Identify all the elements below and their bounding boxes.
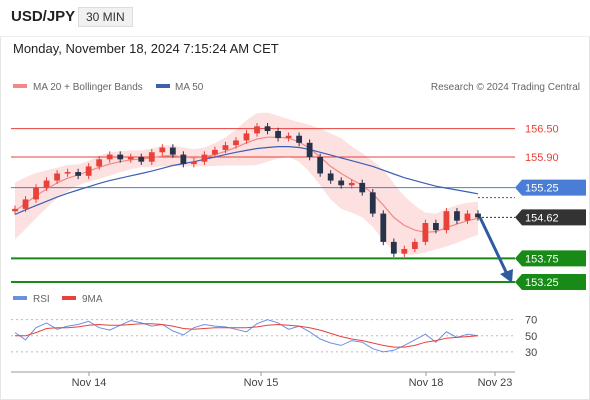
candle-body bbox=[75, 172, 82, 176]
candle-body bbox=[380, 213, 387, 242]
price-plot bbox=[11, 112, 515, 283]
timestamp: Monday, November 18, 2024 7:15:24 AM CET bbox=[13, 41, 279, 56]
candle-body bbox=[138, 156, 145, 162]
candle-body bbox=[64, 172, 71, 174]
candle-body bbox=[433, 223, 439, 231]
projection-arrow-head bbox=[500, 268, 513, 283]
level-tag-154.62 bbox=[515, 209, 586, 226]
level-label-156.50: 156.50 bbox=[525, 124, 559, 136]
candle-body bbox=[411, 241, 418, 249]
candle-body bbox=[464, 213, 471, 221]
candle-body bbox=[22, 199, 29, 209]
rsi-legend-swatch bbox=[13, 296, 27, 300]
candle-body bbox=[359, 182, 366, 193]
pair-title: USD/JPY bbox=[11, 8, 76, 25]
projection-arrow-shaft bbox=[478, 216, 509, 275]
candle-body bbox=[96, 159, 103, 167]
candle-body bbox=[54, 173, 60, 181]
candle-body bbox=[222, 145, 229, 150]
level-tag-153.25 bbox=[515, 273, 586, 290]
ma20-legend-swatch bbox=[13, 84, 27, 88]
candle-body bbox=[212, 149, 218, 155]
candle-body bbox=[43, 180, 50, 188]
ma50-legend-label: MA 50 bbox=[175, 82, 204, 93]
candle-body bbox=[306, 142, 313, 157]
candle-body bbox=[317, 156, 324, 174]
candle-body bbox=[475, 213, 481, 218]
candle-body bbox=[201, 154, 208, 162]
candle-body bbox=[348, 182, 355, 186]
candle-body bbox=[169, 147, 176, 155]
x-axis: Nov 14 Nov 15 Nov 18 Nov 23 bbox=[72, 372, 513, 389]
header-bar: USD/JPY 30 MIN bbox=[0, 0, 590, 37]
rsi-ma-legend-label: 9MA bbox=[82, 294, 103, 305]
candle-body bbox=[85, 166, 92, 176]
candle-body bbox=[285, 135, 292, 139]
candle-body bbox=[454, 211, 460, 221]
candle-body bbox=[106, 154, 113, 160]
candle-body bbox=[327, 173, 334, 181]
ma50-line bbox=[14, 146, 479, 216]
x-tick-label: Nov 23 bbox=[478, 377, 513, 389]
level-tag-155.25 bbox=[515, 179, 586, 196]
candle-body bbox=[296, 135, 303, 143]
level-tag-153.75 bbox=[515, 250, 586, 267]
x-tick-label: Nov 15 bbox=[244, 377, 279, 389]
rsi-legend-label: RSI bbox=[33, 294, 50, 305]
candle-body bbox=[12, 208, 18, 212]
credit-text: Research © 2024 Trading Central bbox=[431, 82, 580, 93]
rsi-ma-legend-swatch bbox=[62, 296, 76, 300]
price-level-labels: 156.50 155.90 155.25 154.62 153.75 153.25 bbox=[515, 124, 586, 290]
candle-body bbox=[264, 126, 271, 132]
rsi-tick-70: 70 bbox=[525, 315, 537, 327]
x-tick-label: Nov 18 bbox=[409, 377, 444, 389]
rsi-plot: 70 50 30 bbox=[11, 315, 537, 359]
level-label-153.75: 153.75 bbox=[525, 253, 559, 265]
rsi-tick-50: 50 bbox=[525, 331, 537, 343]
candle-body bbox=[369, 192, 376, 214]
candle-body bbox=[243, 133, 250, 141]
x-tick-label: Nov 14 bbox=[72, 377, 107, 389]
candle-body bbox=[159, 147, 166, 153]
candle-body bbox=[190, 161, 197, 165]
level-label-155.25: 155.25 bbox=[525, 183, 559, 195]
candle-body bbox=[233, 140, 239, 146]
ma20-legend-label: MA 20 + Bollinger Bands bbox=[33, 82, 143, 93]
candle-body bbox=[443, 211, 450, 231]
level-label-155.90: 155.90 bbox=[525, 152, 559, 164]
candle-body bbox=[148, 152, 155, 162]
candle-body bbox=[117, 154, 124, 160]
candle-body bbox=[180, 154, 187, 165]
9ma-line bbox=[15, 323, 479, 348]
candle-body bbox=[390, 241, 397, 254]
level-label-154.62: 154.62 bbox=[525, 212, 559, 224]
ma50-legend-swatch bbox=[156, 84, 170, 88]
candle-body bbox=[275, 131, 281, 139]
candle-body bbox=[254, 126, 260, 134]
candle-body bbox=[401, 248, 408, 254]
candle-body bbox=[338, 180, 345, 186]
timeframe-badge[interactable]: 30 MIN bbox=[78, 7, 133, 27]
level-label-153.25: 153.25 bbox=[525, 277, 559, 289]
candle-body bbox=[33, 187, 39, 200]
candle-body bbox=[127, 156, 134, 160]
rsi-tick-30: 30 bbox=[525, 347, 537, 359]
candle-body bbox=[422, 223, 429, 242]
